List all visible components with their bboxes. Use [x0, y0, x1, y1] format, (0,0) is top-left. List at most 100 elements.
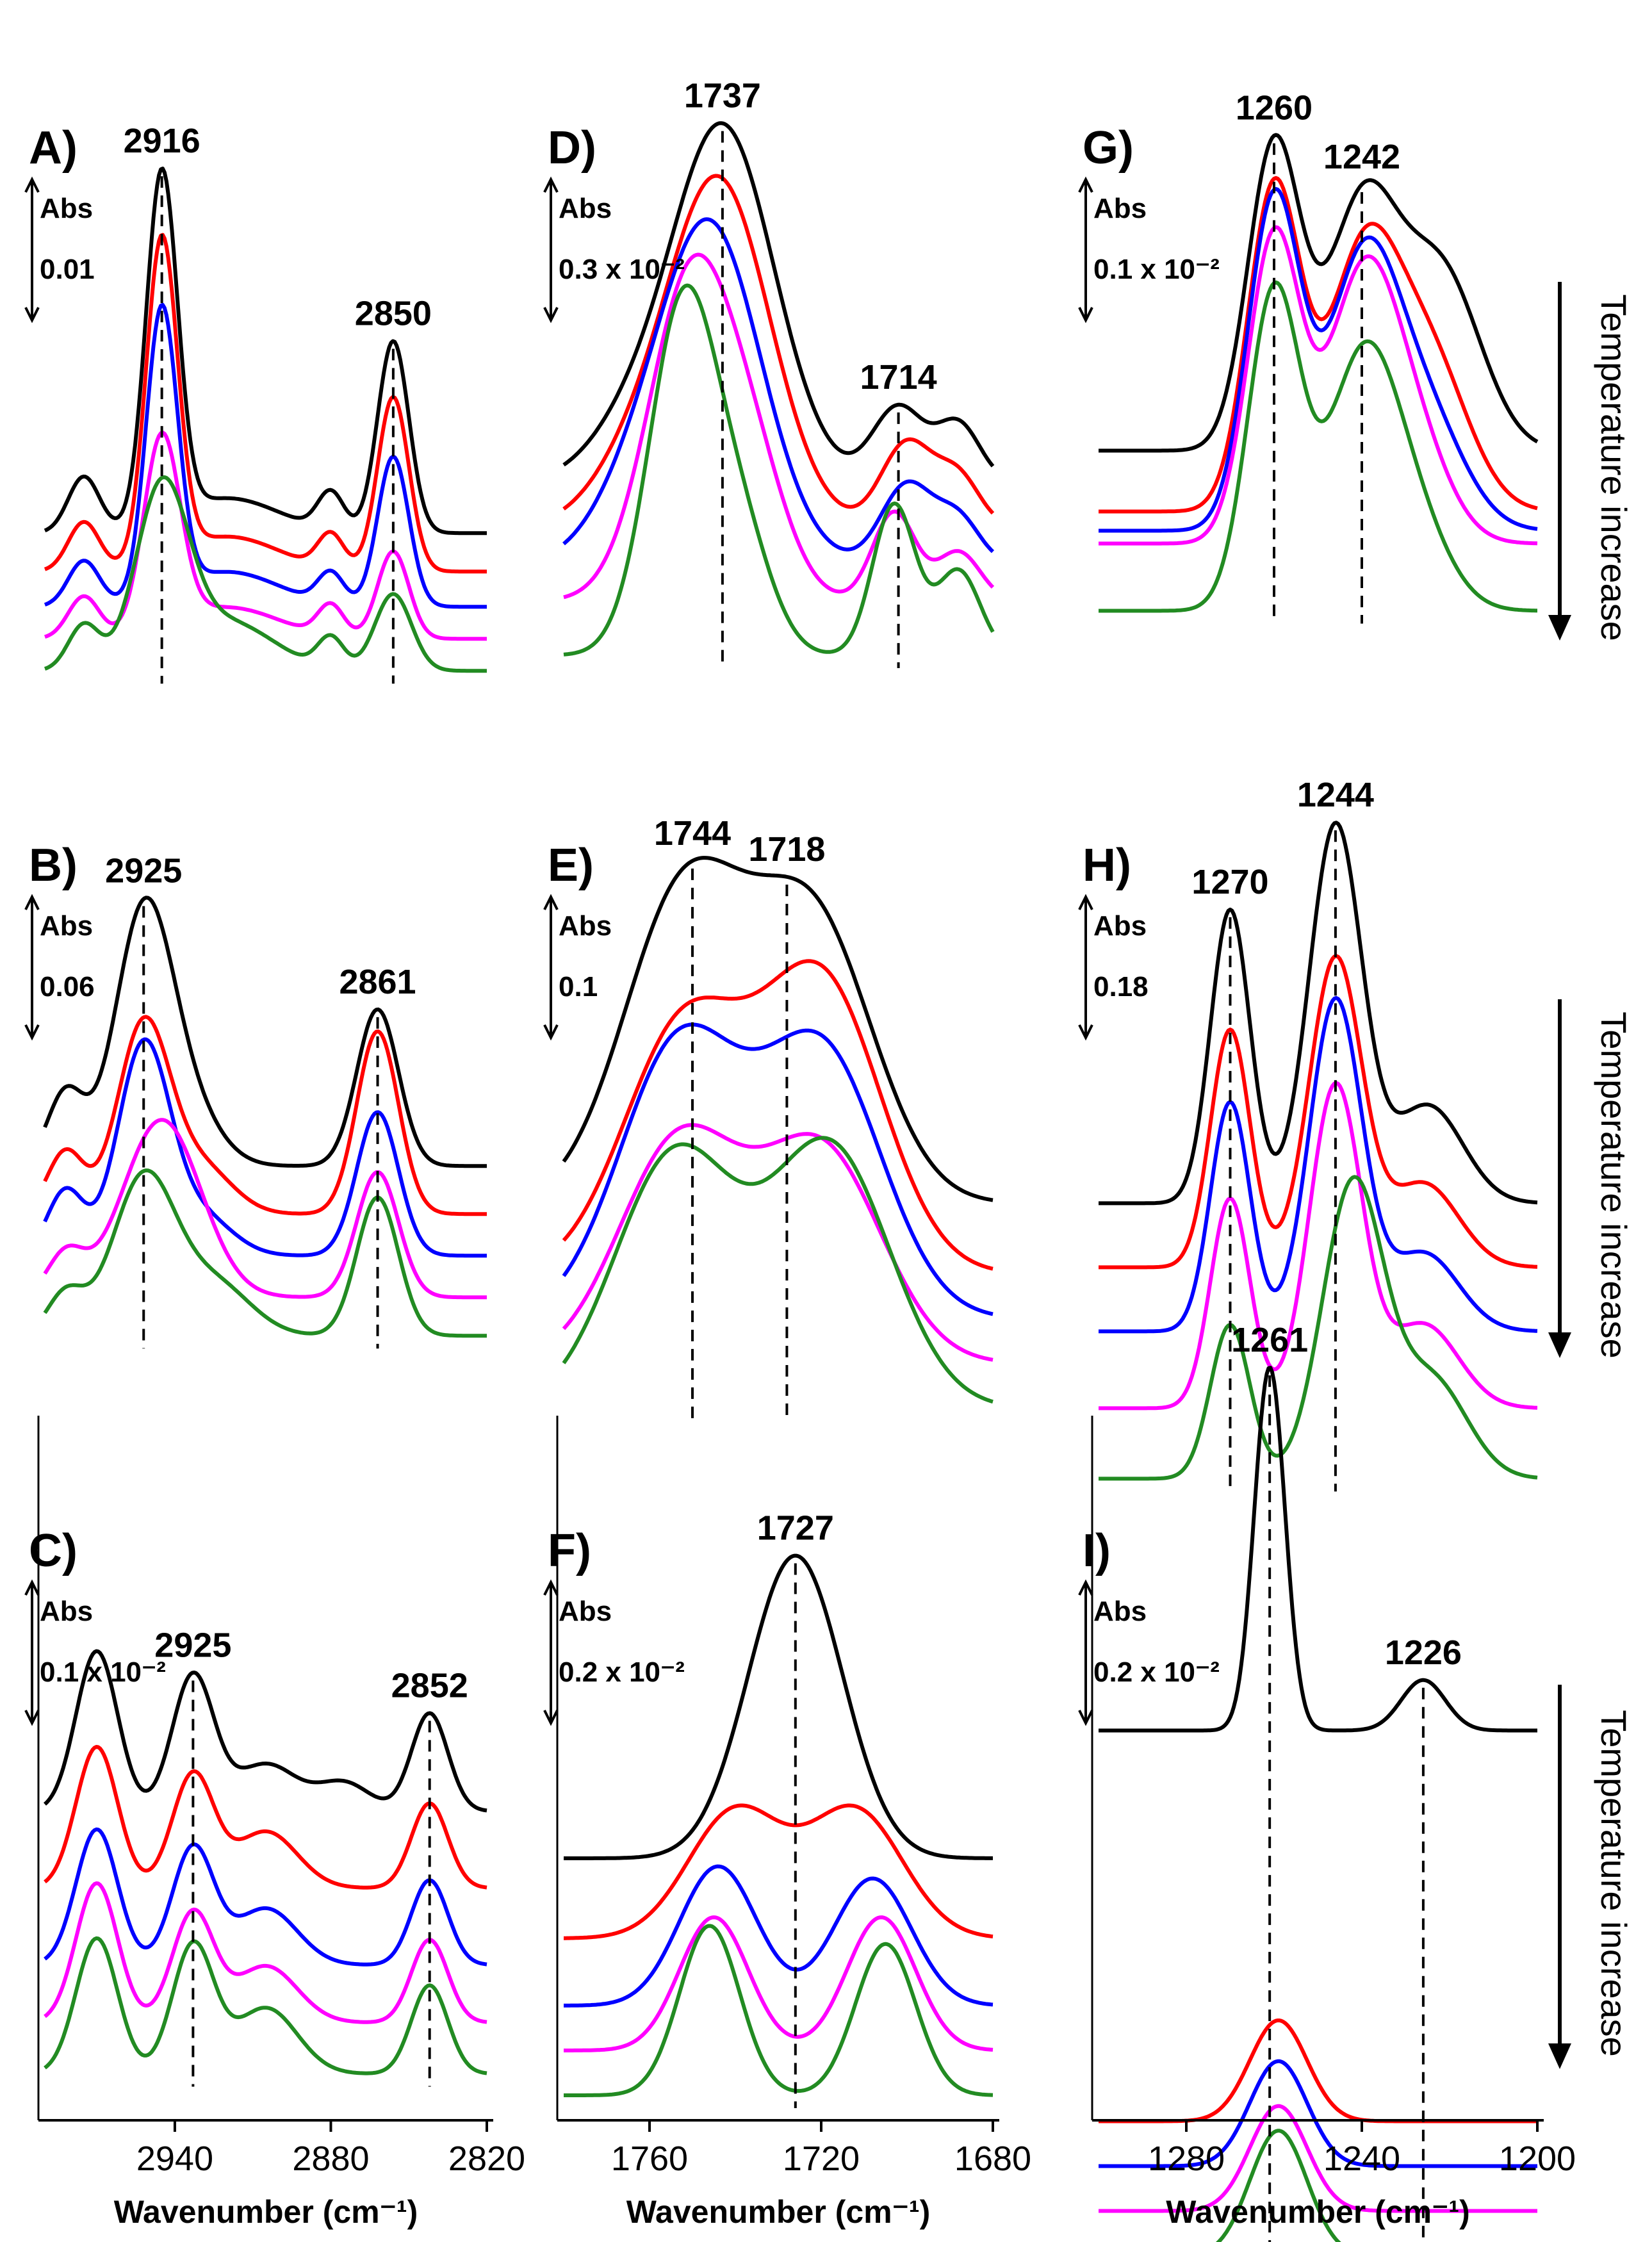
series-line-C-2: [44, 1745, 487, 1890]
peak-label-E-2: 1718: [748, 830, 825, 869]
series-line-I-1: [1098, 1366, 1538, 1733]
x-axis-label-F: Wavenumber (cm⁻¹): [626, 2194, 931, 2230]
series-line-E-3: [562, 1022, 994, 1316]
series-line-H-1: [1098, 821, 1538, 1206]
series-line-C-5: [44, 1936, 487, 2075]
temperature-label-3: Temperature increase: [1594, 1710, 1634, 2057]
scale-arrow-down-H: [1078, 1024, 1093, 1041]
series-line-H-5: [1098, 1175, 1538, 1481]
panel-F: 1727 F) Abs 0.2 x 10⁻² 1760 1720 1680 Wavenumbe…: [543, 1416, 1031, 2230]
series-line-A-2: [44, 233, 487, 574]
scale-arrow-up-D: [543, 176, 559, 193]
scale-text-D-1: Abs: [559, 193, 612, 224]
series-line-H-2: [1098, 954, 1538, 1270]
scale-arrow-up-C: [24, 1579, 40, 1596]
panel-label-C: C): [29, 1525, 78, 1576]
panel-H: 1270 1244 H) Abs 0.18: [1078, 776, 1538, 1492]
series-line-D-2: [562, 174, 995, 515]
scale-text-A-1: Abs: [40, 193, 93, 224]
series-line-C-4: [44, 1881, 487, 2024]
series-line-G-1: [1098, 133, 1539, 453]
peak-label-I-2: 1226: [1385, 1633, 1462, 1672]
series-line-A-3: [44, 302, 487, 609]
series-line-D-1: [562, 121, 995, 468]
peak-label-H-1: 1270: [1191, 863, 1268, 901]
scale-arrow-down-B: [24, 1024, 40, 1041]
panel-label-A: A): [29, 122, 78, 174]
scale-arrow-up-F: [543, 1579, 559, 1596]
scale-arrow-down-D: [543, 307, 559, 323]
peak-label-F-1: 1727: [757, 1509, 834, 1548]
scale-text-G-1: Abs: [1093, 193, 1147, 224]
scale-arrow-down-E: [543, 1024, 559, 1041]
series-line-I-3: [1098, 2059, 1538, 2168]
panel-label-E: E): [548, 840, 594, 891]
series-line-B-5: [43, 1168, 487, 1338]
series-line-F-3: [563, 1864, 994, 2008]
series-line-E-5: [562, 1136, 994, 1404]
x-tick-label-C-2: 2880: [292, 2140, 369, 2178]
series-line-G-3: [1098, 187, 1538, 533]
temperature-arrowhead-1: [1548, 615, 1571, 641]
scale-text-C-2: 0.1 x 10⁻²: [40, 1657, 166, 1688]
series-line-D-5: [563, 283, 995, 657]
series-line-F-2: [563, 1803, 994, 1940]
scale-text-B-2: 0.06: [40, 971, 95, 1002]
peak-label-G-1: 1260: [1236, 89, 1313, 127]
peak-label-C-1: 2925: [154, 1626, 231, 1664]
scale-text-A-2: 0.01: [40, 254, 95, 285]
x-tick-label-F-2: 1720: [783, 2140, 860, 2178]
temperature-label-1: Temperature increase: [1594, 294, 1634, 641]
scale-text-F-2: 0.2 x 10⁻²: [559, 1657, 685, 1688]
scale-text-F-1: Abs: [559, 1596, 612, 1627]
x-axis-label-C: Wavenumber (cm⁻¹): [114, 2194, 418, 2230]
panel-label-H: H): [1083, 840, 1131, 891]
series-line-C-3: [44, 1827, 487, 1967]
panel-label-D: D): [548, 122, 596, 174]
series-line-A-1: [44, 167, 487, 536]
panel-E: 1744 1718 E) Abs 0.1: [543, 814, 994, 1421]
panel-label-F: F): [548, 1525, 591, 1576]
scale-arrow-down-I: [1078, 1710, 1093, 1726]
series-line-D-3: [562, 217, 995, 553]
panel-A: 2916 2850 A) Abs 0.01: [24, 122, 487, 684]
series-line-H-3: [1098, 995, 1538, 1334]
scale-arrow-up-B: [24, 894, 40, 910]
peak-label-D-2: 1714: [860, 358, 937, 397]
series-line-G-2: [1098, 176, 1538, 514]
scale-arrow-up-E: [543, 894, 559, 910]
panel-label-B: B): [29, 840, 78, 891]
x-axis-label-I: Wavenumber (cm⁻¹): [1166, 2194, 1470, 2230]
panel-C: 2925 2852 C) Abs 0.1 x 10⁻² 2940 2880 2820 Waven…: [24, 1416, 525, 2230]
temperature-arrowhead-3: [1548, 2043, 1571, 2069]
peak-label-C-2: 2852: [391, 1666, 468, 1705]
series-line-F-4: [563, 1915, 994, 2052]
peak-label-B-1: 2925: [105, 852, 182, 890]
temperature-label-2: Temperature increase: [1594, 1011, 1634, 1359]
scale-arrow-down-G: [1078, 307, 1093, 323]
scale-text-C-1: Abs: [40, 1596, 93, 1627]
series-line-I-4: [1098, 2104, 1538, 2213]
scale-arrow-up-I: [1078, 1579, 1093, 1596]
panel-B: 2925 2861 B) Abs 0.06: [24, 840, 487, 1349]
x-tick-label-C-3: 2820: [448, 2140, 525, 2178]
scale-text-I-2: 0.2 x 10⁻²: [1093, 1657, 1220, 1688]
series-line-B-1: [43, 896, 487, 1168]
series-line-F-5: [563, 1924, 994, 2097]
scale-text-H-1: Abs: [1093, 910, 1147, 942]
series-line-E-2: [562, 959, 994, 1271]
scale-arrow-down-A: [24, 307, 40, 323]
peak-label-G-2: 1242: [1323, 138, 1400, 176]
series-line-I-2: [1098, 2018, 1538, 2123]
series-line-E-1: [562, 856, 994, 1202]
x-tick-label-I-2: 1240: [1323, 2140, 1400, 2178]
panel-I: 1261 1226 I) Abs 0.2 x 10⁻² 1280 1240 1200 Waven…: [1078, 1321, 1576, 2242]
panel-label-G: G): [1083, 122, 1134, 174]
temperature-arrowhead-2: [1548, 1332, 1571, 1358]
series-line-I-5: [1216, 2129, 1341, 2242]
scale-text-E-1: Abs: [559, 910, 612, 942]
x-tick-label-I-3: 1200: [1499, 2140, 1576, 2178]
series-line-F-1: [563, 1553, 994, 1860]
series-line-G-4: [1098, 225, 1538, 546]
